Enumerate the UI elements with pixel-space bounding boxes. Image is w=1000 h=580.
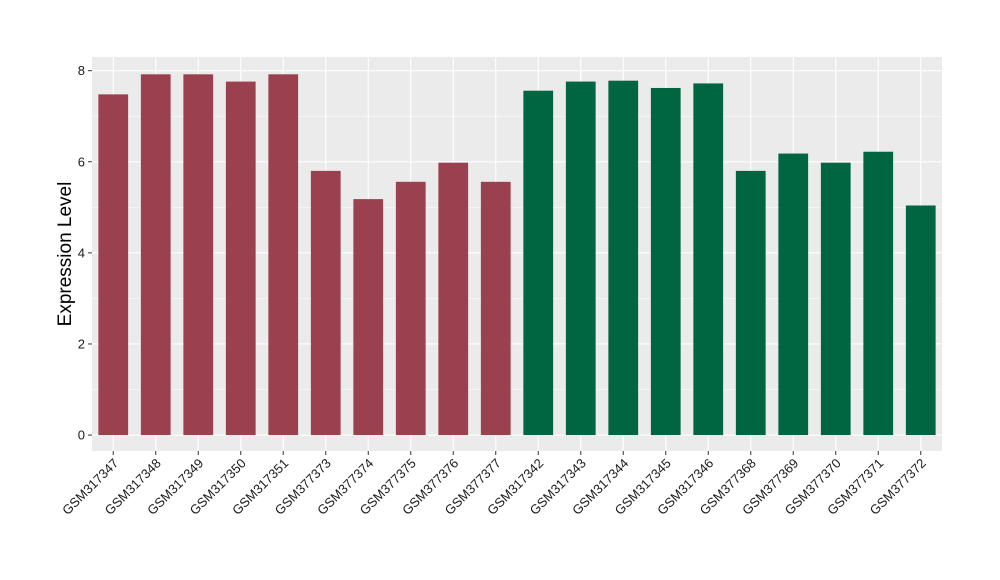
bar-GSM317344 xyxy=(608,80,639,436)
bar-GSM377377 xyxy=(480,181,511,436)
bar-GSM317345 xyxy=(650,87,681,436)
bar-GSM377372 xyxy=(905,205,936,436)
bar-GSM377369 xyxy=(778,153,809,436)
y-tick-label: 2 xyxy=(78,336,85,351)
bar-GSM377374 xyxy=(353,199,384,436)
y-axis-title: Expression Level xyxy=(55,182,76,327)
bar-GSM377371 xyxy=(863,151,894,436)
bar-GSM377370 xyxy=(820,162,851,436)
bar-GSM317351 xyxy=(268,74,299,436)
bar-GSM317350 xyxy=(225,81,256,436)
bar-GSM377373 xyxy=(310,170,341,436)
bar-GSM317349 xyxy=(183,74,214,436)
y-tick-label: 6 xyxy=(78,154,85,169)
x-axis: GSM317347GSM317348GSM317349GSM317350GSM3… xyxy=(59,451,929,518)
bar-GSM377368 xyxy=(735,170,766,436)
y-tick-label: 4 xyxy=(78,245,85,260)
bar-GSM377376 xyxy=(438,162,469,436)
bars xyxy=(98,74,936,436)
y-tick-label: 8 xyxy=(78,63,85,78)
bar-GSM317346 xyxy=(693,83,724,436)
bar-GSM317347 xyxy=(98,94,129,436)
bar-GSM317342 xyxy=(523,90,554,436)
y-tick-label: 0 xyxy=(78,428,85,443)
bar-GSM317348 xyxy=(140,74,171,436)
y-axis: 0 2 4 6 8 xyxy=(78,63,92,443)
bar-GSM377375 xyxy=(395,181,426,436)
bar-GSM317343 xyxy=(565,81,596,436)
